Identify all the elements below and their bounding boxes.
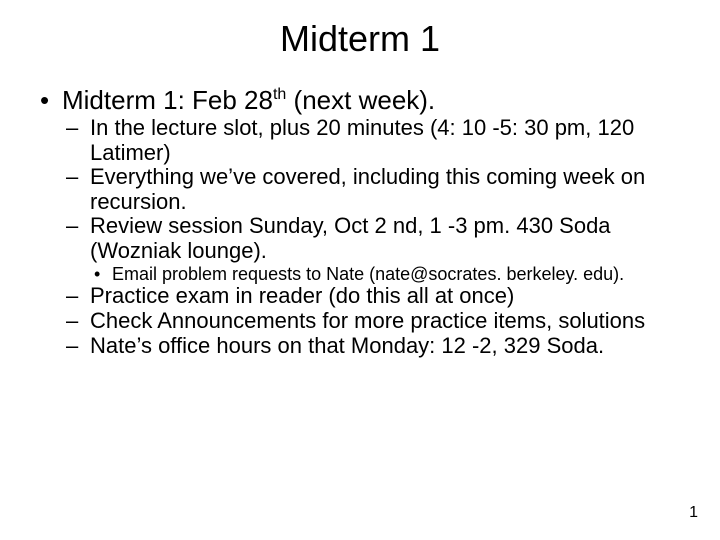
sub-bullet: In the lecture slot, plus 20 minutes (4:… — [62, 116, 686, 165]
slide-title: Midterm 1 — [34, 18, 686, 60]
sub-bullet-text: Check Announcements for more practice it… — [90, 308, 645, 333]
main-bullet-superscript: th — [273, 86, 286, 103]
slide: Midterm 1 Midterm 1: Feb 28th (next week… — [0, 0, 720, 540]
sub-bullet-text: In the lecture slot, plus 20 minutes (4:… — [90, 115, 634, 165]
sub-bullet: Nate’s office hours on that Monday: 12 -… — [62, 334, 686, 359]
main-bullet: Midterm 1: Feb 28th (next week). In the … — [34, 86, 686, 358]
sub-bullet: Practice exam in reader (do this all at … — [62, 284, 686, 309]
subsub-bullet-text: Email problem requests to Nate (nate@soc… — [112, 264, 624, 284]
bullet-level-1: Midterm 1: Feb 28th (next week). In the … — [34, 86, 686, 358]
main-bullet-text-pre: Midterm 1: Feb 28 — [62, 85, 273, 115]
main-bullet-text-post: (next week). — [286, 85, 435, 115]
bullet-level-3: Email problem requests to Nate (nate@soc… — [90, 264, 686, 285]
sub-bullet-text: Practice exam in reader (do this all at … — [90, 283, 514, 308]
sub-bullet-text: Review session Sunday, Oct 2 nd, 1 -3 pm… — [90, 213, 611, 263]
page-number: 1 — [689, 504, 698, 522]
sub-bullet-text: Everything we’ve covered, including this… — [90, 164, 645, 214]
sub-bullet: Check Announcements for more practice it… — [62, 309, 686, 334]
sub-bullet: Review session Sunday, Oct 2 nd, 1 -3 pm… — [62, 214, 686, 284]
sub-bullet: Everything we’ve covered, including this… — [62, 165, 686, 214]
sub-bullet-text: Nate’s office hours on that Monday: 12 -… — [90, 333, 604, 358]
slide-content: Midterm 1: Feb 28th (next week). In the … — [34, 86, 686, 358]
bullet-level-2-group-a: In the lecture slot, plus 20 minutes (4:… — [62, 116, 686, 358]
subsub-bullet: Email problem requests to Nate (nate@soc… — [90, 264, 686, 285]
